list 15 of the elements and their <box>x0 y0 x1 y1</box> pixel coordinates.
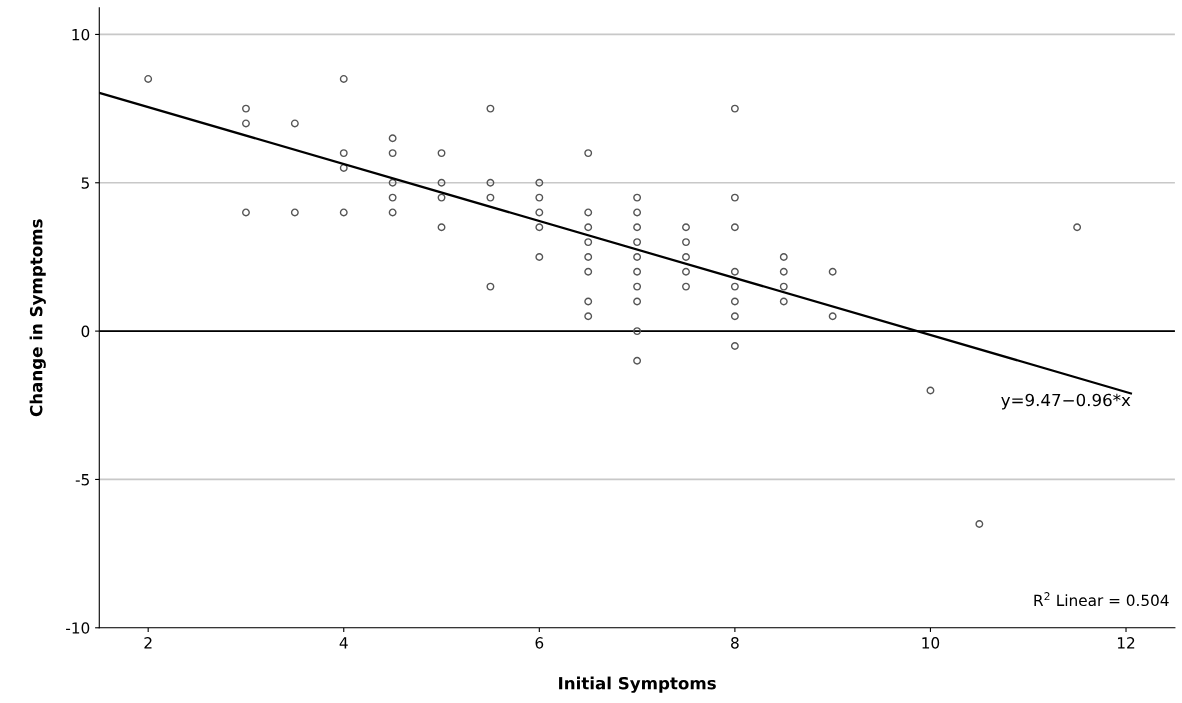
x-tick-label: 6 <box>535 637 544 649</box>
y-axis-title: Change in Symptoms <box>29 219 46 417</box>
x-tick-label: 4 <box>339 637 348 649</box>
y-tick-label: 10 <box>72 28 90 41</box>
x-tick-label: 2 <box>144 637 152 649</box>
y-tick-label: 0 <box>81 325 90 338</box>
annotation: R$^{2}$ Linear = 0.504 <box>1034 592 1169 607</box>
y-tick-label: 5 <box>81 177 89 189</box>
x-tick-label: 8 <box>731 637 739 649</box>
x-tick-label: 12 <box>1117 637 1135 649</box>
x-tick-label: 10 <box>922 637 940 649</box>
y-tick-label: -5 <box>75 474 89 486</box>
x-axis-title: Initial Symptoms <box>559 676 716 693</box>
annotation: y=9.47−0.96*x <box>1001 393 1131 410</box>
y-tick-label: -10 <box>66 622 90 634</box>
